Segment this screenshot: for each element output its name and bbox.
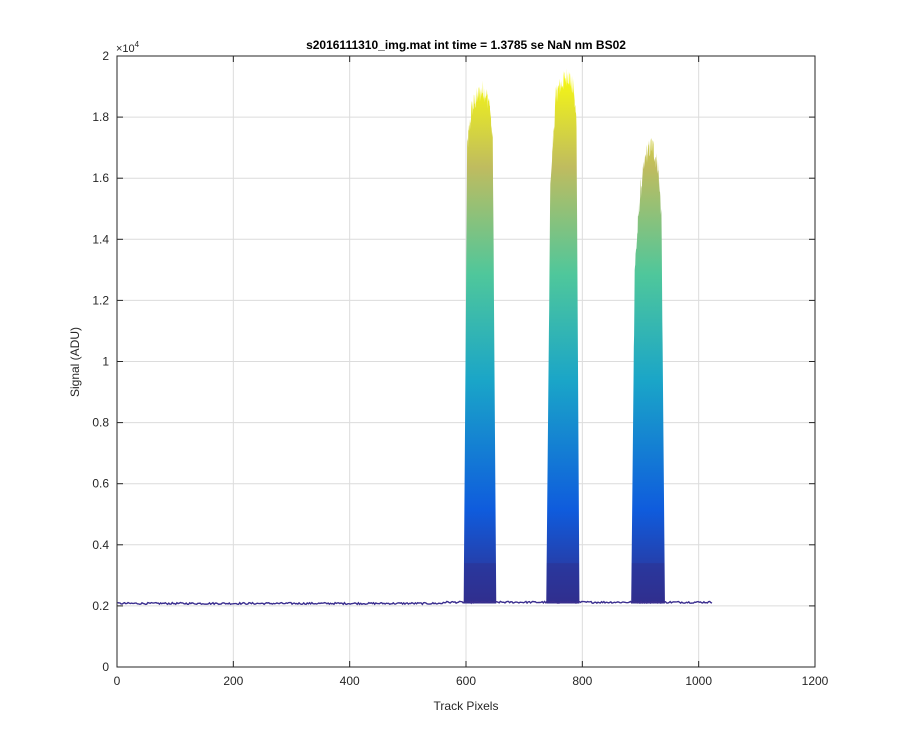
y-tick-label: 1.8 xyxy=(92,110,109,124)
y-tick-label: 0.2 xyxy=(92,599,109,613)
chart-title: s2016111310_img.mat int time = 1.3785 se… xyxy=(306,38,626,52)
x-tick-label: 600 xyxy=(456,674,476,688)
peak-base-band xyxy=(546,563,579,604)
y-exponent-label: ×104 xyxy=(116,40,140,55)
y-tick-label: 1.2 xyxy=(92,293,109,307)
peak-base-band xyxy=(631,563,665,604)
y-tick-label: 1 xyxy=(102,355,109,369)
y-tick-labels: 0 0.2 0.4 0.6 0.8 1 1.2 1.4 1.6 1.8 2 xyxy=(92,49,109,674)
peak-base-band xyxy=(464,563,496,604)
baseline-trace xyxy=(117,600,713,606)
y-tick-label: 1.6 xyxy=(92,171,109,185)
signal-peak-1 xyxy=(463,80,497,604)
y-tick-label: 0 xyxy=(102,660,109,674)
y-tick-label: 0.8 xyxy=(92,416,109,430)
x-tick-label: 400 xyxy=(340,674,360,688)
y-tick-label: 0.4 xyxy=(92,538,109,552)
signal-peak-2 xyxy=(546,68,580,604)
baseline-layer xyxy=(117,600,713,606)
y-tick-label: 2 xyxy=(102,49,109,63)
x-tick-label: 0 xyxy=(114,674,121,688)
y-tick-label: 1.4 xyxy=(92,232,109,246)
x-axis-label: Track Pixels xyxy=(434,699,499,713)
x-tick-labels: 0 200 400 600 800 1000 1200 xyxy=(114,674,829,688)
x-tick-label: 1200 xyxy=(802,674,829,688)
data-area-layer xyxy=(463,68,665,604)
y-axis-label: Signal (ADU) xyxy=(68,327,82,397)
x-tick-label: 200 xyxy=(223,674,243,688)
x-tick-label: 1000 xyxy=(685,674,712,688)
ticks xyxy=(116,55,816,668)
signal-peak-3 xyxy=(631,137,665,604)
y-tick-label: 0.6 xyxy=(92,477,109,491)
x-tick-label: 800 xyxy=(572,674,592,688)
